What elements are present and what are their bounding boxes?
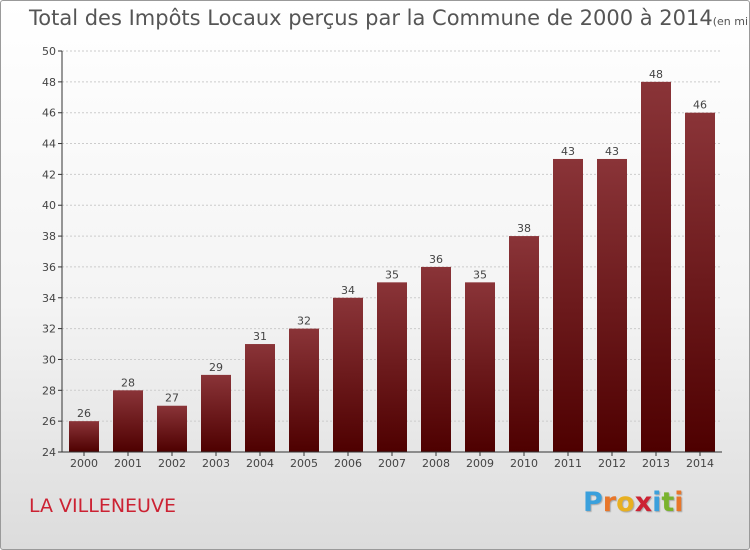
- x-tick-label: 2010: [510, 457, 538, 470]
- y-tick-label: 34: [42, 292, 56, 305]
- x-tick-label: 2004: [246, 457, 274, 470]
- bar-2010: [509, 236, 539, 452]
- bar-2012: [597, 158, 627, 452]
- y-tick-label: 38: [42, 230, 56, 243]
- chart-title-unit: (en milliers d'€): [712, 15, 749, 28]
- data-label: 35: [385, 268, 399, 281]
- x-tick-label: 2013: [642, 457, 670, 470]
- bar-2009: [465, 282, 495, 452]
- bar-2005: [289, 328, 319, 452]
- y-tick-label: 28: [42, 384, 56, 397]
- bar-layer: 26 28 27 29 31 32 34 35 36 35 38 43 43 48 46: [69, 68, 715, 452]
- y-tick-label: 48: [42, 76, 56, 89]
- logo-letter: P: [583, 487, 603, 518]
- data-label: 48: [649, 68, 663, 81]
- y-tick-label: 24: [42, 446, 56, 459]
- bar-2011: [553, 158, 583, 452]
- x-tick-label: 2003: [202, 457, 230, 470]
- bar-2008: [421, 266, 451, 452]
- chart-title: Total des Impôts Locaux perçus par la Co…: [29, 6, 749, 30]
- y-tick-label: 46: [42, 107, 56, 120]
- logo-letter: t: [661, 487, 675, 518]
- bar-2001: [113, 390, 143, 452]
- data-label: 27: [165, 392, 179, 405]
- bar-2004: [245, 344, 275, 452]
- bar-2002: [157, 405, 187, 452]
- data-label: 46: [693, 99, 707, 112]
- y-tick-label: 40: [42, 199, 56, 212]
- bar-2006: [333, 297, 363, 452]
- logo-letter: i: [652, 487, 662, 518]
- data-label: 28: [121, 376, 135, 389]
- data-label: 38: [517, 222, 531, 235]
- y-tick-label: 30: [42, 353, 56, 366]
- logo-letter: x: [634, 487, 653, 518]
- data-label: 36: [429, 253, 443, 266]
- logo-letter: i: [674, 487, 684, 518]
- chart-title-main: Total des Impôts Locaux perçus par la Co…: [29, 6, 713, 30]
- bar-2007: [377, 282, 407, 452]
- data-label: 34: [341, 284, 355, 297]
- bar-2013: [641, 81, 671, 452]
- x-tick-label: 2011: [554, 457, 582, 470]
- bar-2003: [201, 374, 231, 452]
- data-label: 32: [297, 315, 311, 328]
- data-label: 43: [561, 145, 575, 158]
- axis-layer: 24 26 28 30 32 34 36 38 40 42 44 46 48 50 2000 2001 2002…: [42, 45, 722, 470]
- y-tick-label: 44: [42, 138, 56, 151]
- x-tick-label: 2005: [290, 457, 318, 470]
- y-tick-label: 26: [42, 415, 56, 428]
- x-tick-label: 2000: [70, 457, 98, 470]
- bar-2000: [69, 421, 99, 452]
- x-tick-label: 2007: [378, 457, 406, 470]
- data-label: 29: [209, 361, 223, 374]
- data-label: 35: [473, 268, 487, 281]
- x-tick-label: 2002: [158, 457, 186, 470]
- x-tick-label: 2012: [598, 457, 626, 470]
- data-label: 31: [253, 330, 267, 343]
- x-tick-label: 2008: [422, 457, 450, 470]
- logo-letter: o: [616, 487, 635, 518]
- y-tick-label: 42: [42, 168, 56, 181]
- logo-letter: r: [602, 487, 617, 518]
- data-label: 26: [77, 407, 91, 420]
- y-tick-label: 50: [42, 45, 56, 58]
- x-tick-label: 2009: [466, 457, 494, 470]
- y-tick-label: 36: [42, 261, 56, 274]
- y-tick-label: 32: [42, 323, 56, 336]
- bar-2014: [685, 112, 715, 452]
- proxiti-logo: Proxiti: [583, 487, 684, 518]
- x-tick-label: 2001: [114, 457, 142, 470]
- x-tick-label: 2014: [686, 457, 714, 470]
- commune-name: LA VILLENEUVE: [29, 495, 176, 517]
- x-tick-label: 2006: [334, 457, 362, 470]
- data-label: 43: [605, 145, 619, 158]
